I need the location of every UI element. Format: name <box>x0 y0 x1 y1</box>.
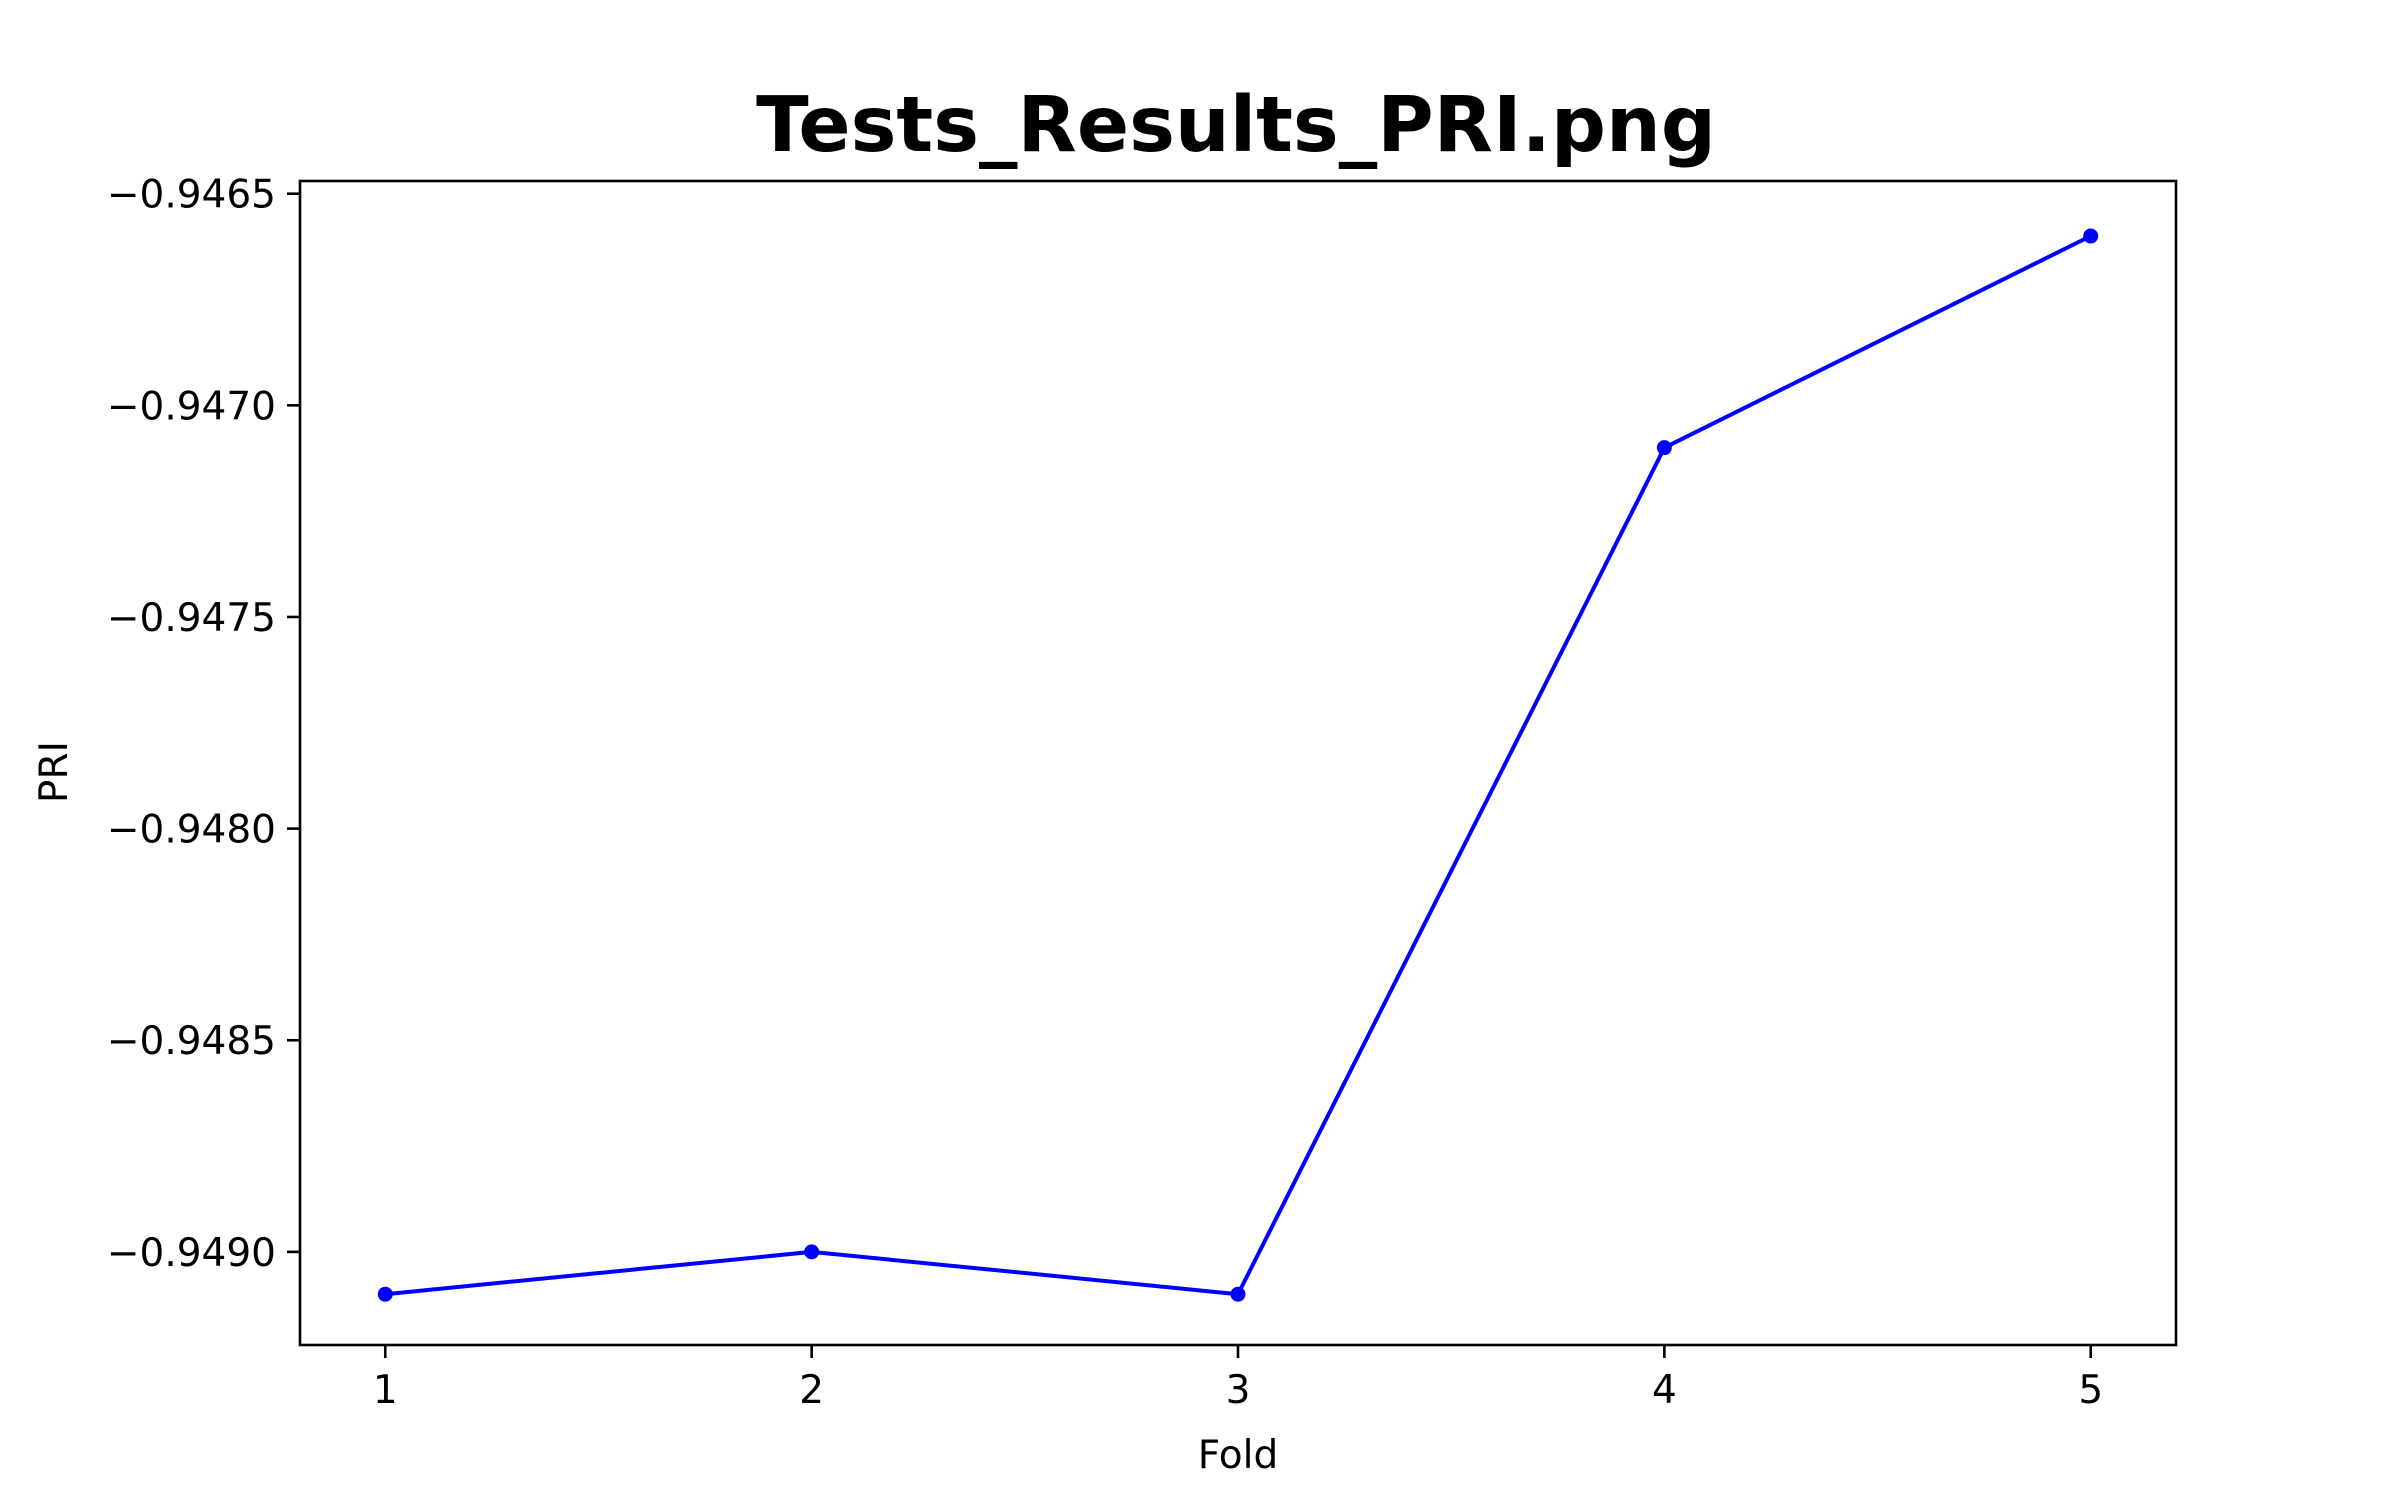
plot-area-frame <box>298 179 2178 1347</box>
series-layer <box>377 228 2099 1302</box>
y-tick-label: −0.9470 <box>107 384 276 429</box>
y-tick-label: −0.9465 <box>107 173 276 218</box>
x-tick-label: 3 <box>1226 1368 1251 1413</box>
series-line <box>383 234 2093 1297</box>
y-tick-label: −0.9485 <box>107 1019 276 1064</box>
x-axis: 1 2 3 4 5 <box>373 1345 2103 1413</box>
data-point <box>1230 1286 1246 1302</box>
y-axis-label: PRI <box>32 741 77 803</box>
x-tick-label: 5 <box>2078 1368 2103 1413</box>
data-point <box>377 1286 393 1302</box>
chart-title: Tests_Results_PRI.png <box>756 81 1716 170</box>
y-tick-label: −0.9480 <box>107 808 276 853</box>
x-tick-label: 4 <box>1652 1368 1677 1413</box>
y-tick-label: −0.9475 <box>107 596 276 641</box>
y-tick-label: −0.9490 <box>107 1231 276 1276</box>
x-axis-label: Fold <box>1198 1433 1279 1478</box>
x-tick-label: 2 <box>799 1368 824 1413</box>
data-point <box>804 1244 820 1260</box>
x-tick-label: 1 <box>373 1368 398 1413</box>
data-point <box>2083 228 2099 244</box>
data-point <box>1656 440 1672 456</box>
y-axis: −0.9465 −0.9470 −0.9475 −0.9480 −0.9485 −0.94… <box>107 173 300 1276</box>
